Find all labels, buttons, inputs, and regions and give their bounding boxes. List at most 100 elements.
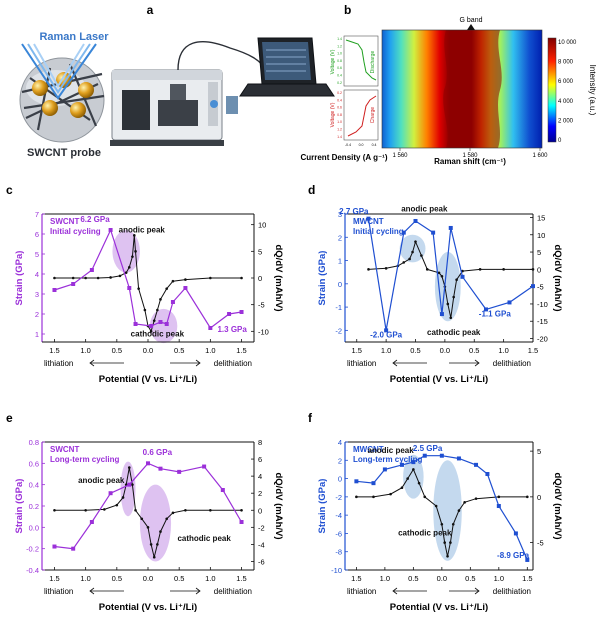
strain-point: [149, 324, 154, 328]
y-axis-label-left: Strain (GPa): [14, 251, 25, 306]
right-tick-label: -10: [537, 300, 548, 309]
strain-point: [164, 322, 169, 326]
raman-tick-label: 1 580: [462, 153, 478, 159]
strain-point: [146, 461, 150, 466]
strain-point: [158, 466, 163, 471]
chart-panel-e: -0.4 -0.2 0.0 0.2 0.4 0.6 0.8 -6 -4 -2 0 2 4 6 8 1.5 1.0…: [14, 438, 284, 613]
left-tick-label: 3: [35, 290, 39, 299]
dqdv-point: [71, 276, 75, 280]
right-tick-label: 10: [537, 231, 545, 240]
dqdv-point: [400, 486, 404, 490]
strain-point: [239, 520, 244, 524]
dqdv-point: [411, 250, 414, 254]
peak-region-highlight: [120, 461, 136, 517]
x-tick-label: 1.5: [352, 346, 362, 355]
strain-point: [399, 462, 404, 467]
dqdv-point: [137, 287, 140, 290]
dqdv-series-line: [54, 467, 242, 558]
dqdv-point: [152, 555, 156, 559]
dqdv-point: [156, 543, 159, 546]
strain-point: [411, 460, 416, 465]
voltage-tick-label: 0.2: [337, 91, 342, 95]
voltage-tick-label: 0.2: [337, 81, 342, 85]
left-tick-label: 1: [35, 330, 39, 339]
chart-annotation: cathodic peak: [398, 528, 452, 537]
voltage-ticks-bottom: 0.2 0.4 0.6 0.8 1.0 1.2 1.4: [337, 91, 342, 139]
right-tick-label: 2: [258, 489, 262, 498]
x-tick-label: 0.5: [112, 346, 122, 355]
probe-label: SWCNT probe: [27, 147, 101, 159]
colorbar-tick-label: 2 000: [558, 118, 574, 124]
strain-point: [496, 504, 501, 508]
chart-annotation: cathodic peak: [427, 328, 481, 337]
x-tick-label: 1.0: [205, 574, 215, 583]
delithiation-label: delithiation: [493, 587, 531, 596]
chart-title: SWCNT: [50, 217, 79, 226]
charge-label: Charge: [370, 107, 376, 124]
strain-point: [227, 312, 232, 316]
left-tick-label: 4: [35, 270, 39, 279]
strain-point: [183, 286, 188, 290]
strain-point: [239, 310, 244, 314]
dqdv-point: [420, 254, 423, 257]
voltage-tick-label: 1.0: [337, 120, 342, 124]
panel-label-b: b: [344, 3, 351, 17]
x-tick-label: 1.0: [381, 346, 391, 355]
dqdv-point: [408, 257, 411, 261]
discharge-label: Discharge: [370, 51, 376, 74]
dqdv-point: [184, 508, 187, 512]
strain-point: [71, 546, 76, 551]
strain-point: [177, 469, 182, 474]
chart-annotation: cathodic peak: [177, 534, 231, 543]
right-tick-label: 0: [537, 265, 541, 274]
dqdv-point: [423, 495, 427, 499]
right-tick-label: -15: [537, 317, 548, 326]
chart-annotation: 2.7 GPa: [339, 207, 369, 216]
raman-map-wave: [443, 30, 502, 148]
raman-shift-ticks: 1 560 1 580 1 600: [392, 148, 548, 159]
dqdv-point: [240, 276, 243, 280]
right-tick-label: -2: [258, 523, 265, 532]
strain-point: [382, 467, 387, 472]
laser-label: Raman Laser: [39, 31, 109, 43]
strain-point: [474, 462, 479, 467]
panel-label-c: c: [6, 183, 13, 197]
delithiation-arrow: [449, 359, 480, 367]
left-tick-label: 0.6: [29, 459, 39, 468]
voltage-tick-label: 0.8: [337, 113, 342, 117]
x-tick-label: 1.5: [522, 574, 532, 583]
discharge-curve: [345, 39, 377, 81]
strain-point: [456, 456, 461, 461]
voltage-tick-label: 0.6: [337, 106, 342, 110]
left-tick-label: 5: [35, 250, 39, 259]
dqdv-point: [115, 503, 119, 507]
strain-point: [439, 312, 444, 317]
chart-panel-c: 1 2 3 4 5 6 7 -10 -5 0 5 10 1.5 1.0 0.5 0.0 0.5 1.0 1.5 lit…: [14, 210, 284, 385]
peak-region-highlight: [139, 484, 172, 562]
right-tick-label: -20: [537, 335, 548, 344]
dqdv-point: [131, 483, 134, 486]
left-tick-label: -2: [335, 326, 342, 335]
x-tick-label: 1.0: [498, 346, 508, 355]
right-tick-label: 4: [258, 472, 262, 481]
x-tick-label: 0.5: [408, 574, 418, 583]
voltage-tick-label: 1.2: [337, 128, 342, 132]
g-band-label: G band: [460, 17, 483, 24]
chart-annotation: 0.6 GPa: [143, 448, 173, 457]
y-axis-label-right: dQ/dV (mAh/V): [552, 472, 563, 539]
strain-point: [158, 320, 163, 324]
x-tick-label: 1.0: [494, 574, 504, 583]
dqdv-point: [355, 495, 358, 499]
x-tick-label: 0.5: [174, 346, 184, 355]
x-tick-label: 0.5: [410, 346, 420, 355]
laser-beams: [21, 43, 97, 100]
dqdv-point: [478, 268, 482, 271]
dqdv-point: [124, 271, 128, 274]
chart-annotation: 1.3 GPa: [217, 325, 247, 334]
dqdv-point: [131, 255, 134, 258]
chart-annotation: -2.0 GPa: [370, 330, 403, 339]
strain-point: [484, 307, 488, 312]
voltage-tick-label: 1.4: [337, 37, 342, 41]
strain-point: [366, 216, 371, 221]
left-tick-label: -8: [335, 548, 342, 557]
